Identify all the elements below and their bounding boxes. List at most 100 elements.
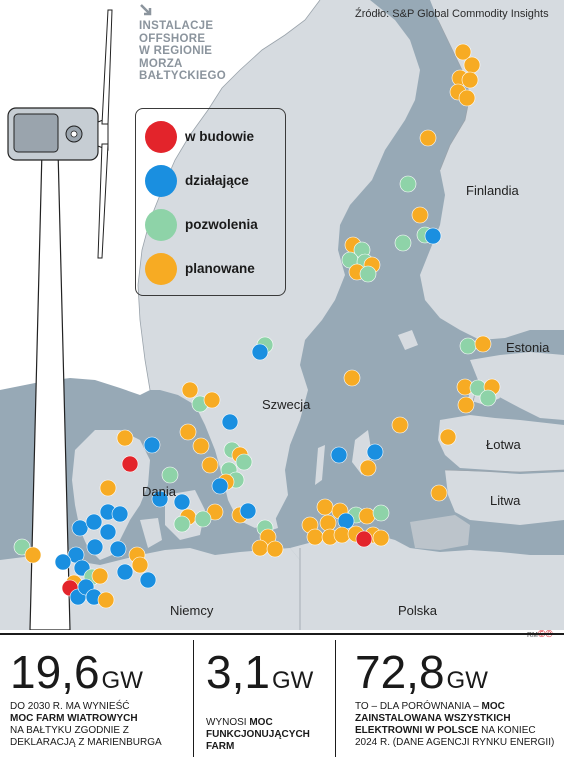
installation-marker bbox=[458, 89, 476, 107]
stats-panel: 19,6GW DO 2030 R. MA WYNIEŚĆ MOC FARM WI… bbox=[0, 633, 564, 762]
installation-marker bbox=[116, 429, 134, 447]
island-oland bbox=[315, 445, 325, 485]
markers-layer bbox=[13, 43, 501, 609]
stat-unit: GW bbox=[446, 667, 488, 694]
installation-marker bbox=[131, 556, 149, 574]
installation-marker bbox=[86, 538, 104, 556]
installation-marker bbox=[430, 484, 448, 502]
legend-label: planowane bbox=[185, 261, 255, 276]
stat-operating: 3,1GW WYNOSI MOC FUNKCJONUJĄCYCH FARM bbox=[206, 635, 331, 762]
country-label-finland: Finlandia bbox=[466, 183, 519, 198]
stat-unit: GW bbox=[101, 667, 143, 694]
legend-item-permits: pozwolenia bbox=[145, 209, 285, 245]
legend-label: pozwolenia bbox=[185, 217, 258, 232]
installation-marker bbox=[251, 343, 269, 361]
legend-dot-blue bbox=[145, 165, 177, 197]
baltic-map bbox=[0, 0, 564, 630]
stat-description: WYNOSI MOC FUNKCJONUJĄCYCH FARM bbox=[206, 717, 326, 753]
installation-marker bbox=[24, 546, 42, 564]
installation-marker bbox=[463, 56, 481, 74]
installation-marker bbox=[459, 337, 477, 355]
installation-marker bbox=[192, 437, 210, 455]
installation-marker bbox=[411, 206, 429, 224]
installation-marker bbox=[316, 498, 334, 516]
desc-bold: MOC ZAINSTALOWANA WSZYSTKICH ELEKTROWNI … bbox=[355, 701, 511, 736]
installation-marker bbox=[266, 540, 284, 558]
country-label-poland: Polska bbox=[398, 603, 438, 618]
installation-marker bbox=[474, 335, 492, 353]
desc-text: NA BAŁTYKU ZGODNIE Z DEKLARACJĄ Z MARIEN… bbox=[10, 725, 162, 748]
installation-marker bbox=[319, 514, 337, 532]
installation-marker bbox=[99, 479, 117, 497]
installation-marker bbox=[419, 129, 437, 147]
installation-marker bbox=[424, 227, 442, 245]
installation-marker bbox=[235, 453, 253, 471]
arrow-icon bbox=[140, 4, 152, 16]
land-latvia bbox=[438, 415, 564, 472]
installation-marker bbox=[457, 396, 475, 414]
installation-marker bbox=[391, 416, 409, 434]
installation-marker bbox=[461, 71, 479, 89]
installation-marker bbox=[211, 477, 229, 495]
installation-marker bbox=[173, 493, 191, 511]
stat-description: DO 2030 R. MA WYNIEŚĆ MOC FARM WIATROWYC… bbox=[10, 701, 190, 749]
installation-marker bbox=[372, 504, 390, 522]
installation-marker bbox=[121, 455, 139, 473]
installation-marker bbox=[139, 571, 157, 589]
country-label-sweden: Szwecja bbox=[262, 397, 311, 412]
installation-marker bbox=[71, 519, 89, 537]
desc-bold: MOC FARM WIATROWYCH bbox=[10, 713, 138, 724]
installation-marker bbox=[179, 423, 197, 441]
title-line: BAŁTYCKIEGO bbox=[139, 70, 226, 82]
map-title: INSTALACJE OFFSHORE W REGIONIE MORZA BAŁ… bbox=[139, 20, 269, 83]
installation-marker bbox=[439, 428, 457, 446]
stat-value: 19,6GW bbox=[10, 647, 143, 706]
installation-marker bbox=[194, 510, 212, 528]
legend-dot-red bbox=[145, 121, 177, 153]
legend-dot-orange bbox=[145, 253, 177, 285]
legend-item-under-construction: w budowie bbox=[145, 121, 285, 157]
country-label-lithuania: Litwa bbox=[490, 493, 521, 508]
legend-label: działające bbox=[185, 173, 249, 188]
desc-text: NA KONIEC 2024 R. (DANE AGENCJI RYNKU EN… bbox=[355, 725, 555, 748]
desc-text: WYNOSI bbox=[206, 717, 247, 728]
divider bbox=[193, 640, 194, 757]
island-aland bbox=[398, 330, 418, 350]
installation-marker bbox=[151, 490, 169, 508]
installation-marker bbox=[116, 563, 134, 581]
installation-marker bbox=[161, 466, 179, 484]
source-note: Źródło: S&P Global Commodity Insights bbox=[355, 8, 549, 20]
country-label-germany: Niemcy bbox=[170, 603, 214, 618]
land-lithuania bbox=[445, 470, 564, 525]
stat-unit: GW bbox=[271, 667, 314, 694]
legend-item-planned: planowane bbox=[145, 253, 285, 289]
installation-marker bbox=[306, 528, 324, 546]
divider bbox=[335, 640, 336, 757]
title-line: MORZA bbox=[139, 57, 183, 70]
title-line: W REGIONIE bbox=[139, 45, 213, 57]
installation-marker bbox=[355, 530, 373, 548]
installation-marker bbox=[201, 456, 219, 474]
installation-marker bbox=[97, 591, 115, 609]
land-finland bbox=[420, 0, 564, 340]
title-line: OFFSHORE bbox=[139, 32, 206, 45]
installation-marker bbox=[337, 512, 355, 530]
installation-marker bbox=[181, 381, 199, 399]
land-norway bbox=[0, 0, 320, 395]
installation-marker bbox=[358, 507, 376, 525]
stat-value: 72,8GW bbox=[355, 647, 488, 706]
installation-marker bbox=[372, 529, 390, 547]
legend-dot-green bbox=[145, 209, 177, 241]
installation-marker bbox=[454, 43, 472, 61]
installation-marker bbox=[343, 369, 361, 387]
title-line: INSTALACJE bbox=[139, 20, 214, 32]
country-label-estonia: Estonia bbox=[506, 340, 550, 355]
installation-marker bbox=[366, 443, 384, 461]
desc-text: DO 2030 R. MA WYNIEŚĆ bbox=[10, 701, 130, 712]
installation-marker bbox=[221, 413, 239, 431]
stat-number: 19,6 bbox=[10, 646, 100, 698]
installation-marker bbox=[239, 502, 257, 520]
installation-marker bbox=[99, 523, 117, 541]
land-funen bbox=[140, 518, 162, 548]
desc-bold: MOC FUNKCJONUJĄCYCH FARM bbox=[206, 717, 310, 752]
